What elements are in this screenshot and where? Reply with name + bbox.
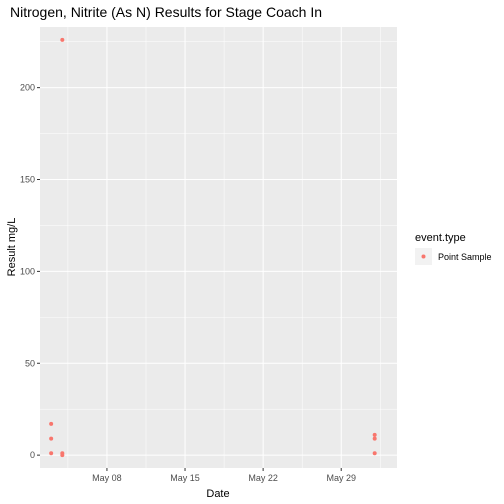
legend-title: event.type [415, 232, 466, 244]
data-point [60, 453, 65, 458]
x-axis-label: Date [206, 488, 229, 500]
x-axis: May 08 May 15 May 22 May 29 [92, 468, 356, 483]
data-point [372, 432, 377, 437]
y-axis-label: Result mg/L [6, 218, 18, 277]
data-point [49, 421, 54, 426]
x-tick-label: May 29 [326, 473, 356, 483]
grid [40, 27, 397, 468]
y-tick-label: 100 [20, 266, 35, 276]
x-tick-label: May 15 [170, 473, 200, 483]
data-points [49, 37, 377, 458]
data-point [49, 436, 54, 441]
chart-title: Nitrogen, Nitrite (As N) Results for Sta… [10, 4, 322, 20]
data-point [372, 451, 377, 456]
y-tick-label: 150 [20, 175, 35, 185]
data-point [60, 37, 65, 42]
legend: event.type Point Sample [415, 232, 492, 265]
data-point [49, 451, 54, 456]
legend-label: Point Sample [438, 252, 492, 262]
y-tick-label: 50 [25, 358, 35, 368]
y-tick-label: 0 [30, 450, 35, 460]
x-tick-label: May 22 [248, 473, 278, 483]
plot-panel [40, 27, 397, 468]
data-point [372, 436, 377, 441]
legend-key-point [421, 254, 426, 259]
x-tick-label: May 08 [92, 473, 122, 483]
y-axis: 0 50 100 150 200 [20, 83, 40, 460]
y-tick-label: 200 [20, 83, 35, 93]
